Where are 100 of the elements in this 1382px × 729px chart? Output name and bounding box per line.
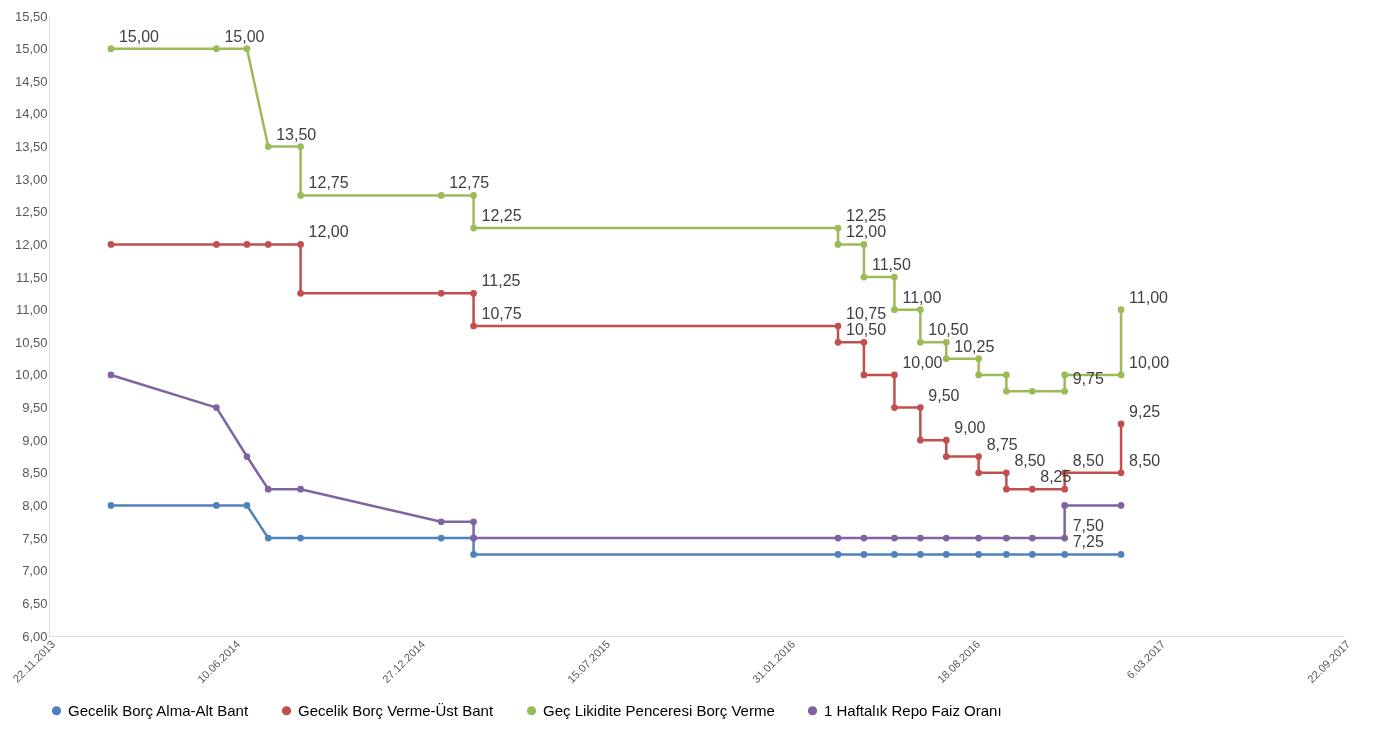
- point: [470, 322, 477, 330]
- point: [107, 502, 115, 509]
- point: [1028, 551, 1036, 558]
- legend-label: Gecelik Borç Alma-Alt Bant: [68, 701, 249, 719]
- point: [1003, 534, 1010, 542]
- data-label: 10,75: [846, 305, 887, 322]
- point: [834, 322, 842, 330]
- point: [470, 551, 477, 558]
- point: [297, 290, 304, 297]
- point: [834, 338, 842, 346]
- point: [264, 143, 272, 150]
- point: [1003, 469, 1010, 477]
- point: [213, 45, 220, 52]
- y-tick-label: 6,50: [22, 595, 48, 611]
- point: [243, 45, 251, 52]
- point: [834, 534, 842, 542]
- data-label: 8,50: [1129, 451, 1161, 469]
- point: [437, 518, 445, 526]
- point: [1003, 387, 1010, 395]
- point: [1028, 485, 1036, 493]
- point: [1003, 371, 1010, 379]
- data-label: 11,25: [481, 272, 521, 290]
- point: [975, 453, 982, 460]
- point: [1117, 371, 1125, 379]
- data-label: 15,00: [224, 27, 265, 45]
- y-tick-label: 7,50: [22, 530, 48, 546]
- legend-label: Geç Likidite Penceresi Borç Verme: [543, 701, 775, 719]
- point: [860, 371, 868, 379]
- data-label: 13,50: [276, 125, 317, 143]
- point: [213, 241, 220, 248]
- point: [917, 338, 924, 346]
- point: [917, 436, 924, 444]
- point: [942, 534, 950, 542]
- point: [860, 338, 868, 346]
- y-tick-label: 10,00: [14, 367, 48, 383]
- y-tick-label: 12,50: [14, 204, 48, 220]
- data-label: 11,00: [902, 288, 942, 306]
- point: [975, 355, 982, 362]
- data-label: 12,75: [308, 174, 349, 192]
- data-label: 11,50: [871, 256, 911, 274]
- point: [975, 469, 982, 477]
- legend-label: Gecelik Borç Verme-Üst Bant: [298, 701, 494, 719]
- point: [243, 453, 251, 460]
- point: [891, 534, 898, 542]
- point: [243, 502, 251, 509]
- data-label: 10,50: [928, 321, 969, 339]
- data-label: 10,50: [846, 321, 887, 339]
- y-tick-label: 10,50: [14, 334, 48, 350]
- point: [891, 371, 898, 379]
- point: [1061, 371, 1068, 379]
- point: [975, 371, 982, 379]
- point: [297, 485, 304, 493]
- point: [860, 551, 868, 558]
- point: [942, 453, 950, 460]
- data-label: 7,25: [1072, 533, 1104, 551]
- data-label: 12,00: [308, 223, 349, 241]
- point: [437, 192, 445, 199]
- point: [264, 241, 272, 248]
- point: [213, 404, 220, 411]
- y-tick-label: 12,00: [14, 236, 48, 252]
- y-tick-label: 15,00: [14, 41, 48, 57]
- y-tick-label: 7,00: [22, 563, 48, 579]
- point: [975, 551, 982, 558]
- point: [264, 534, 272, 542]
- point: [834, 224, 842, 232]
- point: [834, 241, 842, 248]
- data-label: 11,00: [1129, 288, 1169, 306]
- point: [917, 534, 924, 542]
- point: [297, 534, 304, 542]
- point: [470, 518, 477, 526]
- point: [1061, 387, 1068, 395]
- y-tick-label: 14,00: [14, 106, 48, 122]
- point: [243, 241, 251, 248]
- y-tick-label: 8,00: [22, 497, 48, 513]
- data-label: 8,50: [1072, 451, 1104, 469]
- point: [1117, 469, 1125, 477]
- point: [917, 306, 924, 314]
- point: [891, 404, 898, 411]
- y-tick-label: 13,50: [14, 139, 48, 155]
- point: [1061, 551, 1068, 558]
- point: [860, 241, 868, 248]
- point: [942, 338, 950, 346]
- data-label: 10,75: [481, 305, 522, 322]
- y-tick-label: 6,00: [22, 628, 48, 644]
- point: [891, 306, 898, 314]
- point: [470, 224, 477, 232]
- data-label: 12,00: [846, 223, 887, 241]
- point: [942, 355, 950, 362]
- data-label: 12,25: [846, 207, 887, 225]
- point: [942, 551, 950, 558]
- point: [834, 551, 842, 558]
- point: [1117, 306, 1125, 314]
- data-label: 7,50: [1072, 517, 1104, 535]
- point: [1117, 551, 1125, 558]
- data-label: 12,75: [449, 174, 490, 192]
- point: [1061, 485, 1068, 493]
- data-label: 8,50: [1014, 451, 1046, 469]
- point: [1003, 551, 1010, 558]
- point: [1028, 534, 1036, 542]
- point: [891, 551, 898, 558]
